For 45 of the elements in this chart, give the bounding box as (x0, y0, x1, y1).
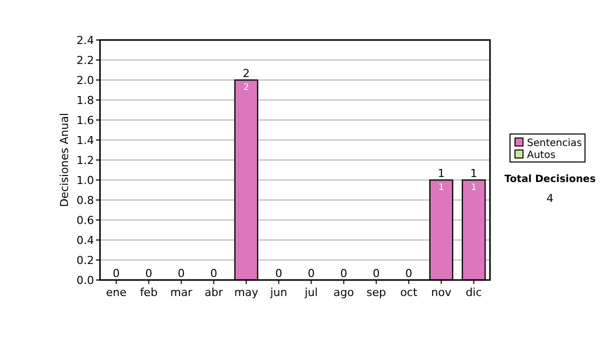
legend-label: Sentencias (527, 138, 582, 149)
y-tick-label: 1.2 (76, 154, 94, 167)
y-tick-label: 2.2 (76, 54, 94, 67)
x-tick-label: feb (140, 286, 158, 299)
x-tick-label: dic (466, 286, 482, 299)
total-label: 0 (340, 267, 348, 280)
y-tick-label: 0.4 (76, 234, 94, 247)
y-tick-label: 0.8 (76, 194, 94, 207)
x-tick-label: oct (400, 286, 418, 299)
x-tick-label: ago (334, 286, 354, 299)
y-tick-label: 2.0 (76, 74, 94, 87)
y-tick-label: 1.6 (76, 114, 94, 127)
y-axis-title: Decisiones Anual (58, 112, 71, 208)
x-tick-label: nov (431, 286, 452, 299)
x-tick-label: sep (366, 286, 386, 299)
x-tick-label: jun (269, 286, 288, 299)
total-label: 0 (405, 267, 412, 280)
data-label: 1 (470, 183, 477, 193)
x-tick-label: ene (106, 286, 127, 299)
y-tick-label: 1.4 (76, 134, 94, 147)
x-tick-label: mar (170, 286, 193, 299)
total-label: 1 (438, 167, 445, 180)
total-label: 0 (145, 267, 152, 280)
total-label: 0 (372, 267, 380, 280)
total-label: 2 (242, 67, 250, 80)
y-tick-label: 1.0 (76, 174, 94, 187)
total-label: 0 (308, 267, 315, 280)
total-label: 0 (210, 267, 218, 280)
y-tick-label: 2.4 (76, 34, 94, 47)
total-label: 0 (275, 267, 282, 280)
data-label: 1 (438, 183, 444, 193)
x-tick-label: abr (204, 286, 224, 299)
y-tick-label: 1.8 (76, 94, 94, 107)
y-tick-label: 0.0 (76, 274, 94, 287)
total-label: 0 (112, 267, 120, 280)
x-tick-label: jul (304, 286, 318, 299)
total-label: 1 (470, 167, 478, 180)
legend-label: Autos (527, 150, 556, 161)
data-label: 2 (243, 83, 250, 93)
y-tick-label: 0.2 (76, 254, 94, 267)
text: 4 (546, 192, 554, 205)
total-label: 0 (178, 267, 185, 280)
y-tick-label: 0.6 (76, 214, 94, 227)
text: Total Decisiones (504, 174, 596, 185)
x-tick-label: may (234, 286, 259, 299)
